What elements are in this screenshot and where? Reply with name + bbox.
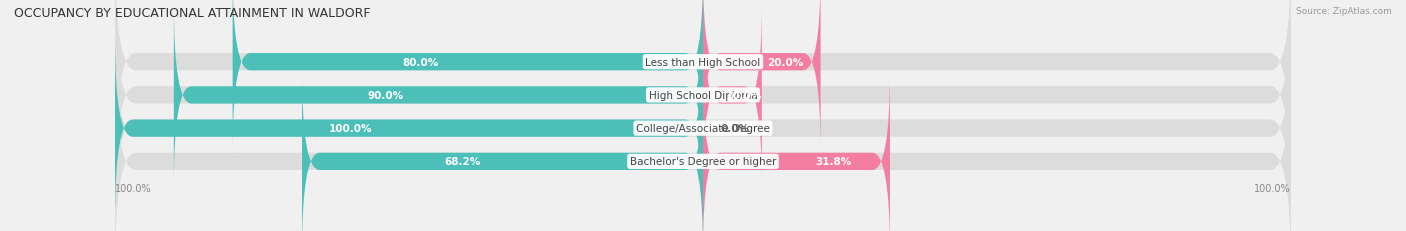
Text: OCCUPANCY BY EDUCATIONAL ATTAINMENT IN WALDORF: OCCUPANCY BY EDUCATIONAL ATTAINMENT IN W… (14, 7, 371, 20)
Text: Source: ZipAtlas.com: Source: ZipAtlas.com (1296, 7, 1392, 16)
Text: 31.8%: 31.8% (815, 157, 852, 167)
FancyBboxPatch shape (115, 0, 1291, 203)
Text: 100.0%: 100.0% (1254, 183, 1291, 193)
Text: 20.0%: 20.0% (768, 58, 803, 67)
Text: 10.0%: 10.0% (725, 91, 762, 100)
Text: 90.0%: 90.0% (367, 91, 404, 100)
Text: Less than High School: Less than High School (645, 58, 761, 67)
FancyBboxPatch shape (115, 0, 1291, 170)
FancyBboxPatch shape (703, 5, 762, 186)
Text: Bachelor's Degree or higher: Bachelor's Degree or higher (630, 157, 776, 167)
FancyBboxPatch shape (232, 0, 703, 153)
FancyBboxPatch shape (115, 21, 1291, 231)
FancyBboxPatch shape (115, 55, 1291, 231)
FancyBboxPatch shape (302, 71, 703, 231)
Text: College/Associate Degree: College/Associate Degree (636, 124, 770, 134)
Text: 80.0%: 80.0% (402, 58, 439, 67)
FancyBboxPatch shape (703, 71, 890, 231)
FancyBboxPatch shape (703, 0, 821, 153)
Text: 100.0%: 100.0% (115, 183, 152, 193)
FancyBboxPatch shape (174, 5, 703, 186)
Text: 100.0%: 100.0% (329, 124, 373, 134)
FancyBboxPatch shape (115, 38, 703, 219)
Text: 68.2%: 68.2% (444, 157, 481, 167)
Text: 0.0%: 0.0% (721, 124, 749, 134)
Text: High School Diploma: High School Diploma (648, 91, 758, 100)
